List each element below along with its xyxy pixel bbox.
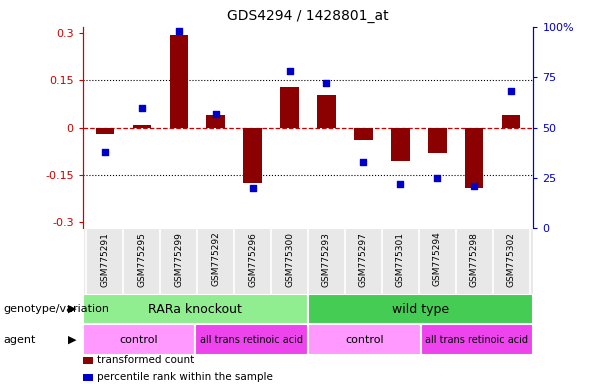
Text: GSM775292: GSM775292 bbox=[211, 232, 220, 286]
Bar bbox=[196, 324, 308, 355]
Title: GDS4294 / 1428801_at: GDS4294 / 1428801_at bbox=[227, 9, 389, 23]
Point bbox=[322, 80, 332, 86]
Text: genotype/variation: genotype/variation bbox=[3, 304, 109, 314]
Bar bbox=[465, 127, 484, 187]
Text: GSM775291: GSM775291 bbox=[101, 232, 109, 286]
Bar bbox=[421, 324, 533, 355]
Text: percentile rank within the sample: percentile rank within the sample bbox=[97, 372, 273, 382]
Text: all trans retinoic acid: all trans retinoic acid bbox=[200, 335, 303, 345]
Text: control: control bbox=[345, 335, 384, 345]
Text: RARa knockout: RARa knockout bbox=[148, 303, 242, 316]
Point bbox=[137, 104, 147, 111]
Text: wild type: wild type bbox=[392, 303, 449, 316]
Bar bbox=[83, 294, 308, 324]
Text: transformed count: transformed count bbox=[97, 355, 195, 365]
Text: GSM775300: GSM775300 bbox=[285, 232, 294, 287]
Bar bbox=[243, 127, 262, 183]
Text: all trans retinoic acid: all trans retinoic acid bbox=[425, 335, 528, 345]
Bar bbox=[354, 127, 373, 140]
Bar bbox=[83, 324, 196, 355]
Text: GSM775302: GSM775302 bbox=[507, 232, 516, 286]
Bar bbox=[132, 124, 151, 127]
Bar bbox=[318, 94, 336, 127]
Text: GSM775301: GSM775301 bbox=[396, 232, 405, 287]
Bar bbox=[391, 127, 409, 161]
Bar bbox=[207, 115, 225, 127]
Point bbox=[359, 159, 368, 165]
Text: agent: agent bbox=[3, 335, 36, 345]
Point bbox=[395, 181, 405, 187]
Point bbox=[284, 68, 294, 74]
Point bbox=[470, 183, 479, 189]
Bar bbox=[502, 115, 520, 127]
Bar bbox=[280, 87, 299, 127]
Point bbox=[432, 175, 442, 181]
Text: GSM775295: GSM775295 bbox=[137, 232, 147, 286]
Text: GSM775299: GSM775299 bbox=[174, 232, 183, 286]
Text: GSM775294: GSM775294 bbox=[433, 232, 442, 286]
Point bbox=[211, 111, 221, 117]
Point bbox=[248, 185, 257, 191]
Text: ▶: ▶ bbox=[68, 335, 77, 345]
Point bbox=[100, 149, 110, 155]
Text: GSM775296: GSM775296 bbox=[248, 232, 257, 286]
Text: control: control bbox=[120, 335, 158, 345]
Point bbox=[506, 88, 516, 94]
Bar bbox=[170, 35, 188, 127]
Text: GSM775293: GSM775293 bbox=[322, 232, 331, 286]
Text: GSM775298: GSM775298 bbox=[470, 232, 479, 286]
Bar bbox=[96, 127, 114, 134]
Bar bbox=[428, 127, 446, 153]
Bar bbox=[308, 294, 533, 324]
Point bbox=[174, 28, 184, 34]
Text: GSM775297: GSM775297 bbox=[359, 232, 368, 286]
Text: ▶: ▶ bbox=[68, 304, 77, 314]
Bar bbox=[308, 324, 421, 355]
